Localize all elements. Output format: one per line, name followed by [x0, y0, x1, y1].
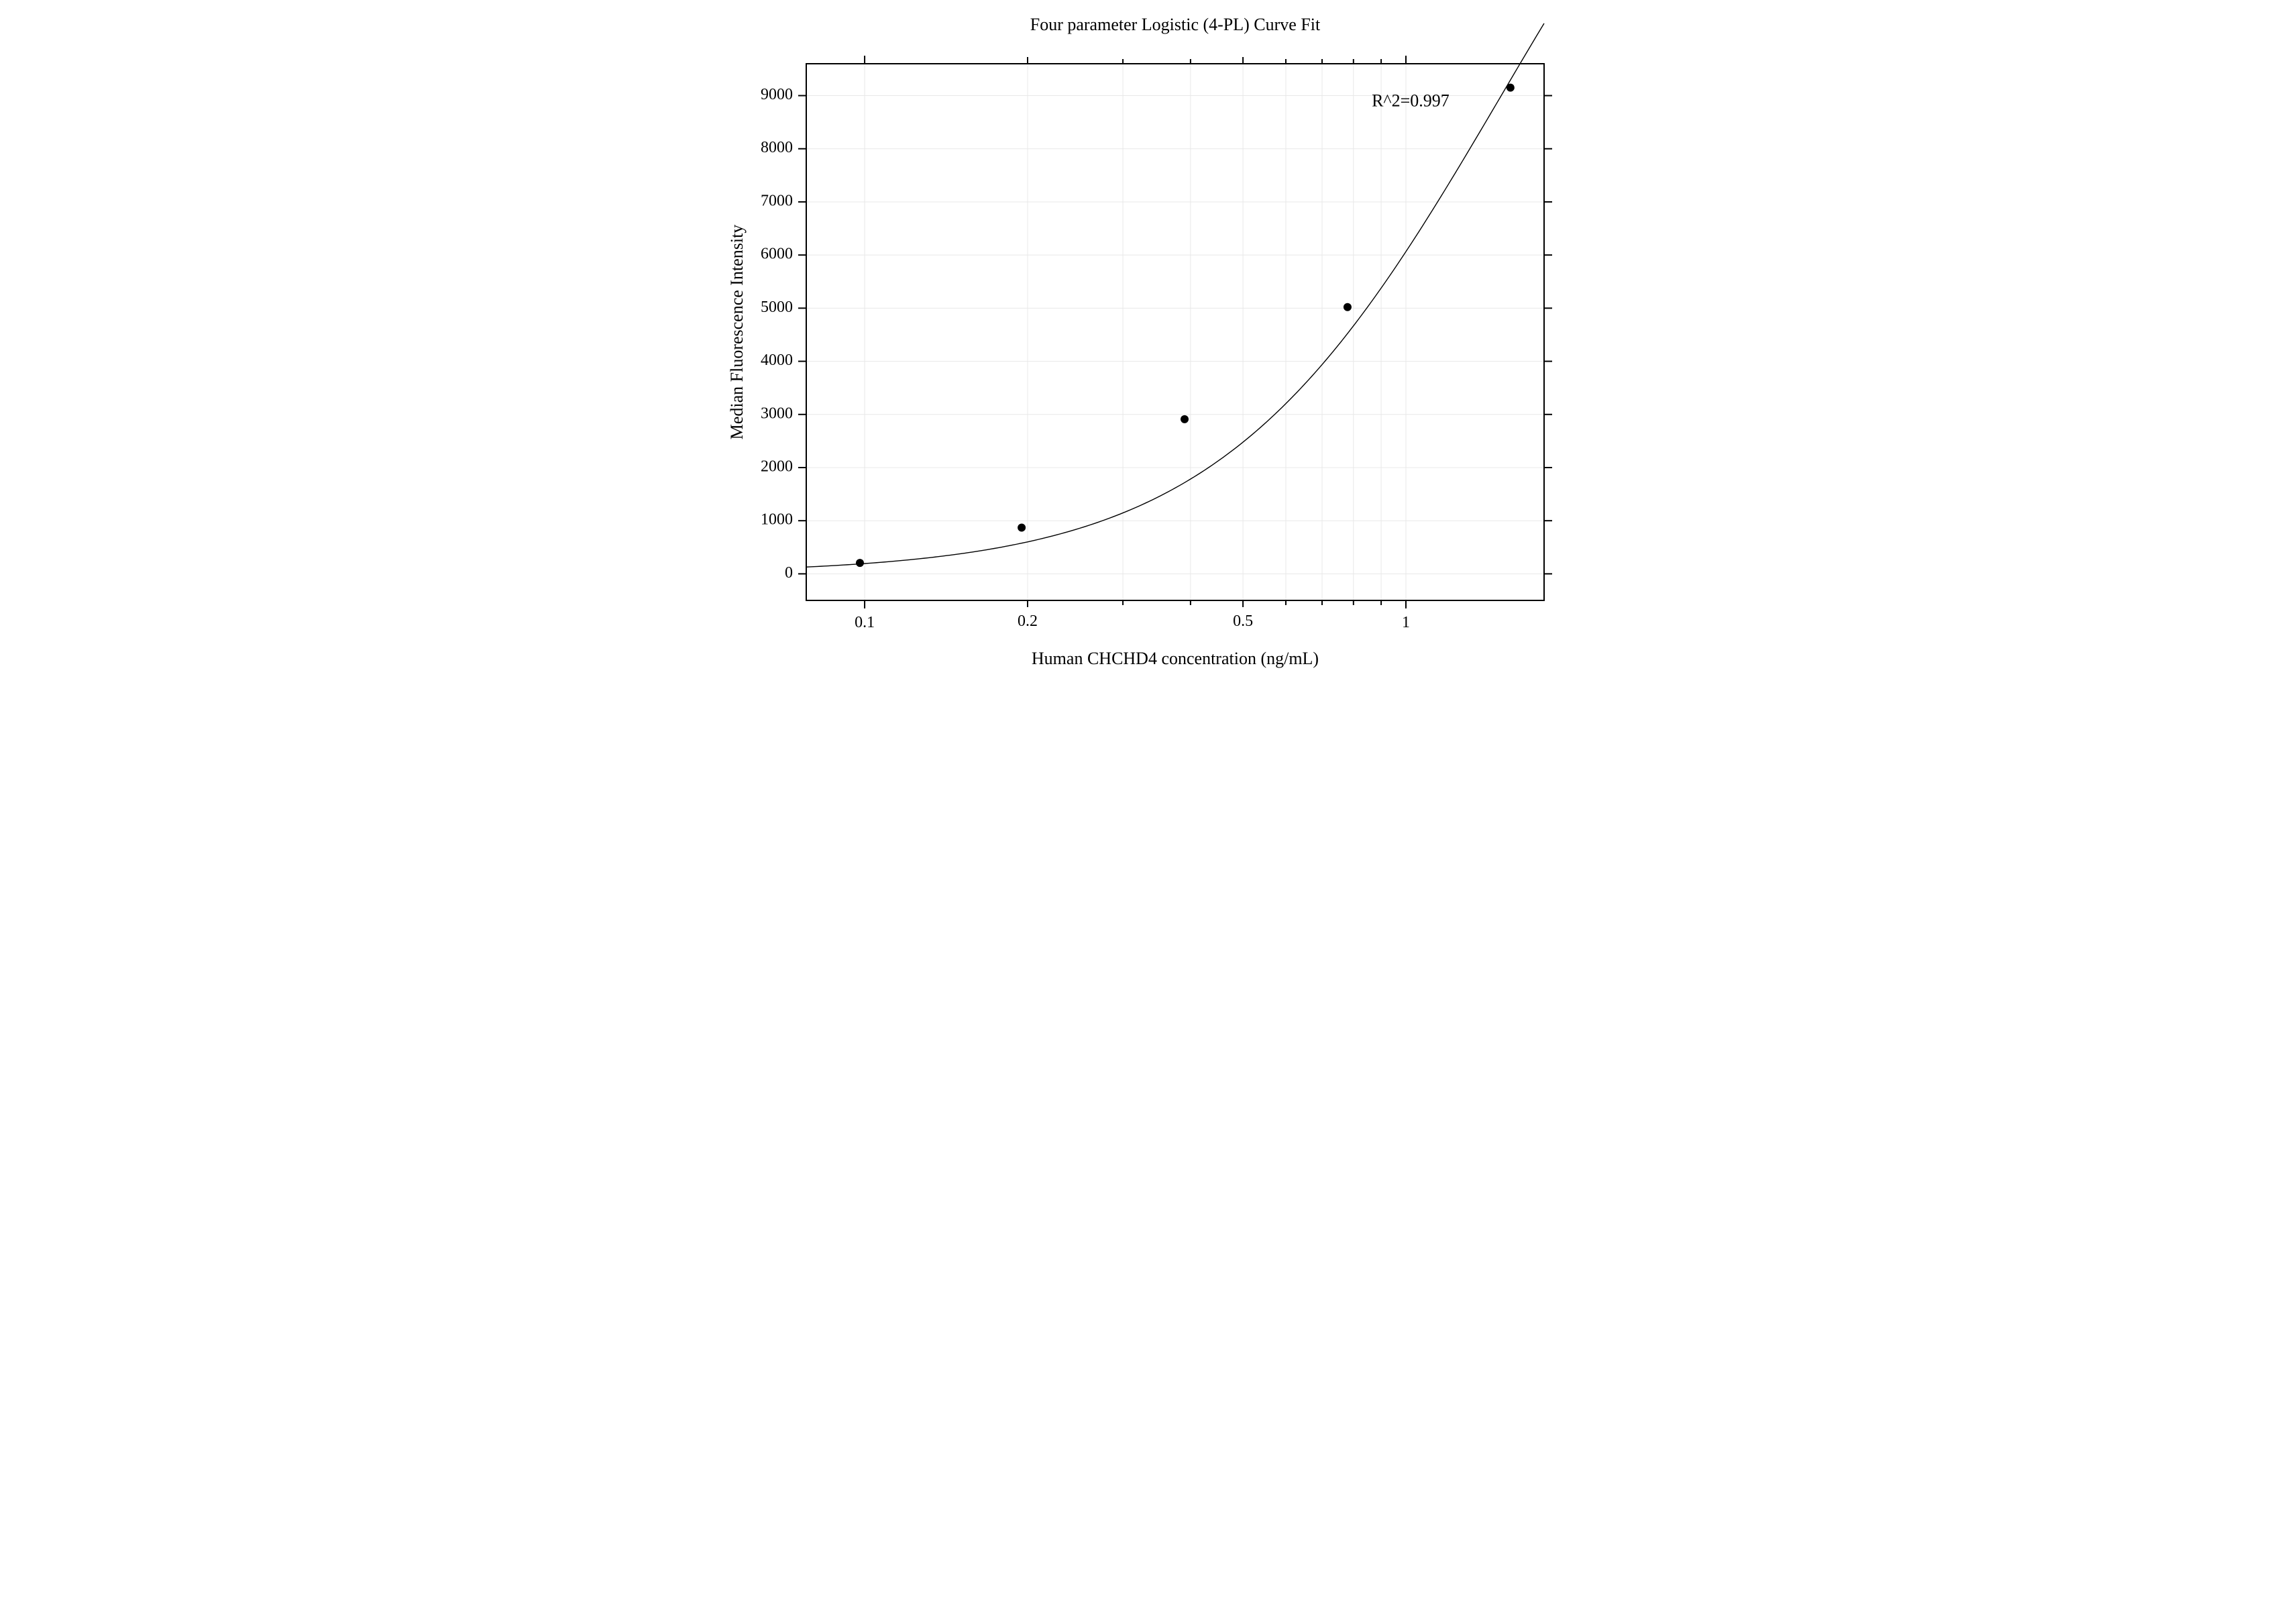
- y-tick-label: 2000: [761, 458, 793, 475]
- data-point: [1343, 303, 1351, 311]
- x-tick-label: 1: [1402, 614, 1410, 631]
- y-tick-label: 5000: [761, 299, 793, 316]
- y-tick-label: 6000: [761, 246, 793, 263]
- x-tick-label-minor: 0.2: [1017, 612, 1037, 630]
- data-point: [1181, 415, 1189, 423]
- y-tick-label: 9000: [761, 86, 793, 103]
- data-point: [855, 559, 863, 567]
- y-tick-label: 8000: [761, 139, 793, 156]
- data-point: [1018, 523, 1026, 531]
- curve-fit-chart: 0 1000 2000 3000 4000 5000 6000 7000 8000 9000 0.1…: [639, 0, 1658, 712]
- y-tick-label: 0: [785, 564, 793, 582]
- y-tick-label: 3000: [761, 405, 793, 422]
- x-tick-label-minor: 0.5: [1233, 612, 1253, 630]
- x-axis-label: Human CHCHD4 concentration (ng/mL): [1031, 649, 1318, 668]
- x-tick-label: 0.1: [855, 614, 875, 631]
- y-tick-label: 4000: [761, 352, 793, 369]
- y-tick-label: 1000: [761, 511, 793, 529]
- y-axis-label: Median Fluorescence Intensity: [727, 225, 747, 440]
- r-squared-annotation: R^2=0.997: [1372, 91, 1450, 110]
- chart-container: 0 1000 2000 3000 4000 5000 6000 7000 8000 9000 0.1…: [639, 0, 1658, 712]
- data-point: [1506, 84, 1514, 92]
- y-tick-label: 7000: [761, 192, 793, 209]
- chart-title: Four parameter Logistic (4-PL) Curve Fit: [1030, 15, 1320, 34]
